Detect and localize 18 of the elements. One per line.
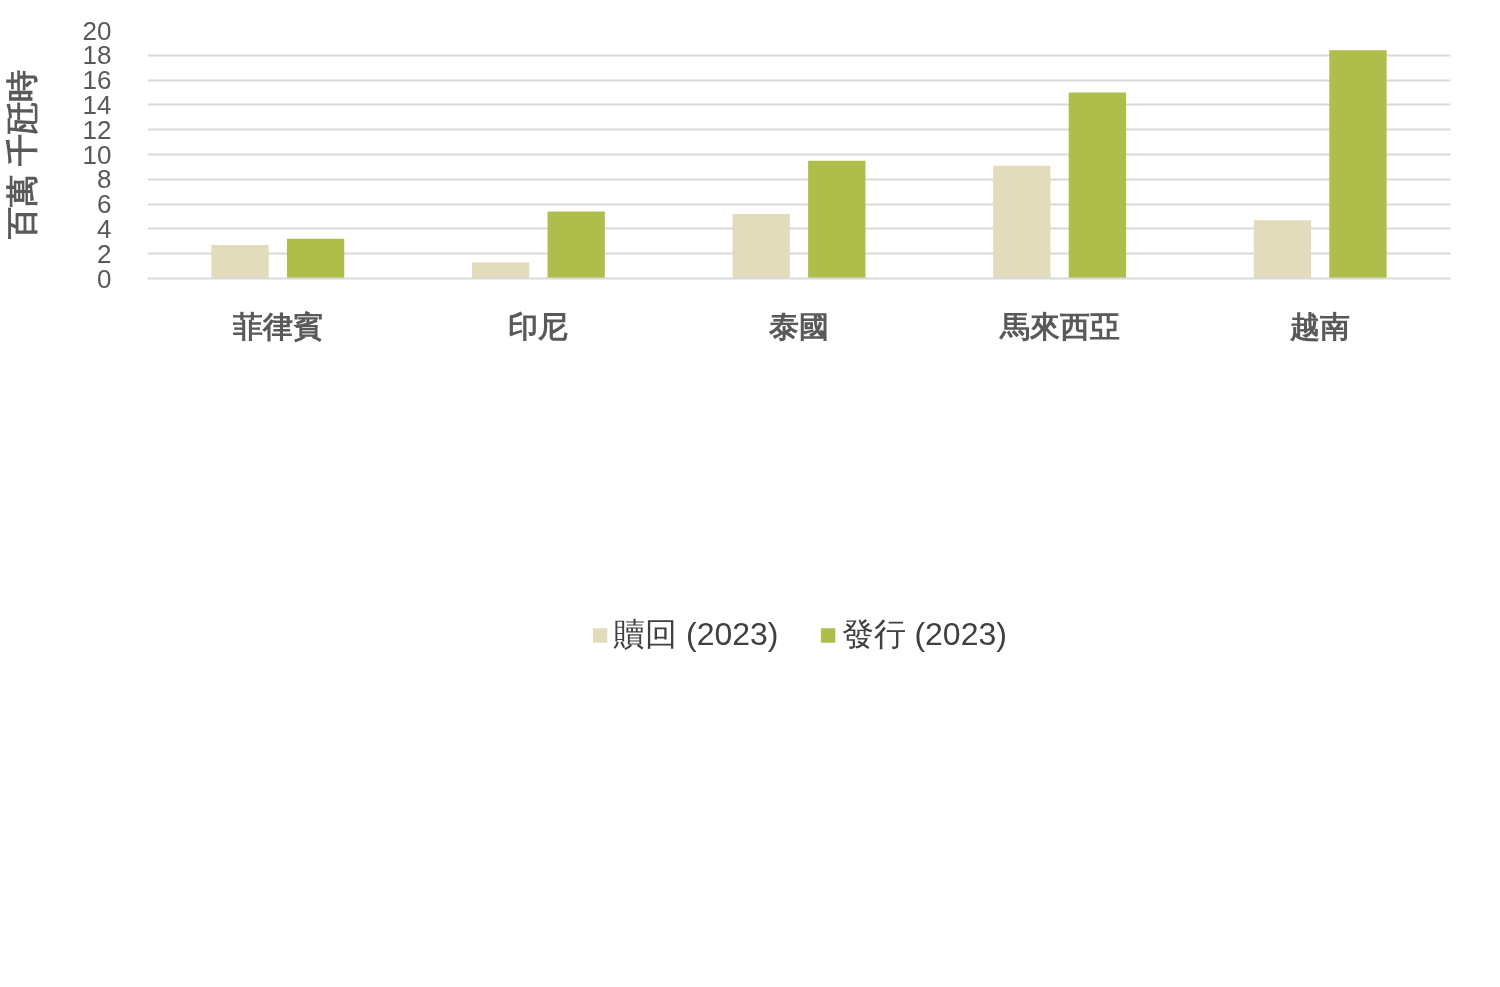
bar — [808, 160, 866, 279]
bar — [211, 245, 269, 279]
legend-label: 贖回 (2023) — [613, 615, 779, 654]
bar — [732, 214, 790, 279]
x-tick-label: 泰國 — [768, 309, 829, 343]
bar — [1329, 50, 1387, 279]
bar — [471, 262, 530, 279]
bar — [547, 211, 605, 279]
bar — [993, 165, 1051, 279]
x-tick-label: 菲律賓 — [232, 309, 323, 343]
x-tick-label: 馬來西亞 — [997, 309, 1120, 343]
legend-label: 發行 (2023) — [841, 615, 1007, 654]
bar — [286, 238, 345, 279]
bar — [1068, 92, 1127, 279]
x-tick-label: 印尼 — [508, 309, 569, 343]
y-axis-title: 百萬 千瓩時 — [3, 70, 40, 240]
bar — [1253, 220, 1312, 279]
x-tick-label: 越南 — [1289, 309, 1351, 343]
